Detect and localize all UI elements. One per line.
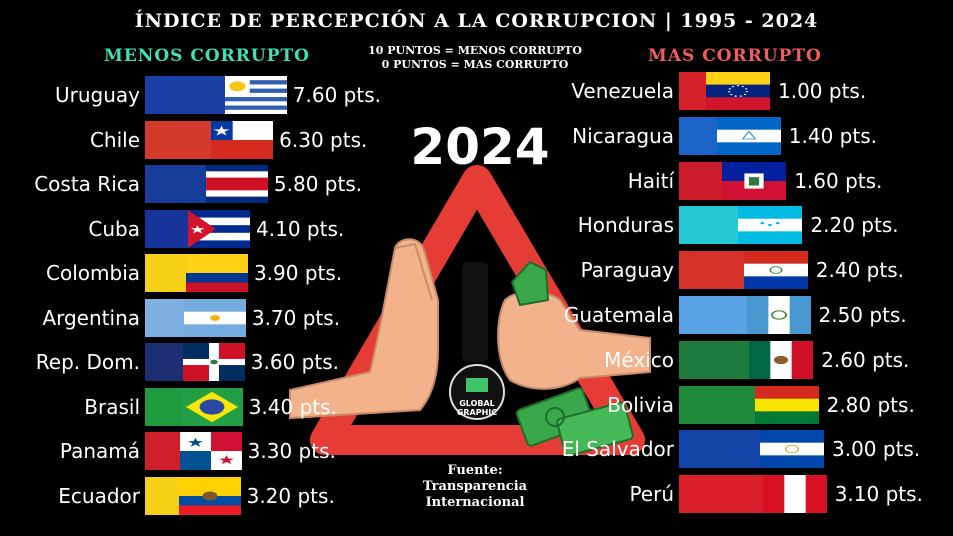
left-value-brasil: 3.40 pts. [248, 394, 337, 419]
left-value-costa-rica: 5.80 pts. [273, 172, 363, 196]
honduras-flag-icon [738, 206, 803, 245]
right-value-per-: 3.10 pts. [834, 482, 923, 507]
right-value-el-salvador: 3.00 pts. [832, 437, 921, 462]
scale-note: 10 PUNTOS = MENOS CORRUPTO 0 PUNTOS = MA… [330, 44, 620, 72]
left-label-cuba: Cuba [88, 216, 140, 241]
left-label-panam-: Panamá [59, 439, 140, 463]
right-value-honduras: 2.20 pts. [810, 213, 899, 238]
right-label-hait-: Haití [627, 168, 674, 193]
left-label-rep-dom-: Rep. Dom. [35, 350, 140, 374]
right-label-venezuela: Venezuela [571, 79, 674, 103]
right-value-nicaragua: 1.40 pts. [788, 123, 877, 148]
right-label-el-salvador: El Salvador [561, 437, 674, 462]
right-value-guatemala: 2.50 pts. [818, 303, 907, 327]
left-bar-costa-rica [145, 165, 206, 203]
bolivia-flag-icon [754, 385, 819, 424]
year-label: 2024 [410, 118, 550, 176]
right-label-paraguay: Paraguay [580, 258, 674, 283]
source-line1: Fuente: [447, 463, 503, 478]
left-bar-chile [145, 120, 212, 159]
right-bar-venezuela [679, 72, 706, 110]
left-label-chile: Chile [89, 127, 140, 152]
left-label-brasil: Brasil [84, 394, 140, 419]
right-label-guatemala: Guatemala [563, 303, 674, 327]
left-bar-cuba [145, 209, 189, 248]
scale-note-line2: 0 PUNTOS = MAS CORRUPTO [381, 58, 569, 71]
exclamation-icon [462, 262, 488, 362]
uruguay-flag-icon [224, 76, 287, 114]
left-bar-brasil [145, 387, 181, 426]
left-value-cuba: 4.10 pts. [256, 216, 345, 241]
left-bar-uruguay [145, 76, 225, 114]
left-bar-argentina [145, 298, 184, 337]
costa-rica-flag-icon [205, 165, 268, 203]
el-salvador-flag-icon [760, 430, 824, 469]
mexico-flag-icon [749, 340, 814, 379]
left-value-uruguay: 7.60 pts. [292, 83, 381, 107]
right-bar-el-salvador [679, 430, 760, 469]
source-line2: Transparencia [422, 479, 528, 494]
brazil-flag-icon [180, 387, 243, 426]
right-label-bolivia: Bolivia [607, 392, 674, 417]
paraguay-flag-icon [743, 251, 808, 290]
right-label-m-xico: México [604, 347, 674, 372]
source-note: Fuente: Transparencia Internacional [380, 463, 570, 511]
logo-text-1: GLOBAL [459, 399, 495, 408]
haiti-flag-icon [722, 161, 787, 200]
right-bar-paraguay [679, 251, 744, 290]
right-bar-honduras [679, 206, 739, 245]
dominican-republic-flag-icon [182, 343, 245, 381]
ecuador-flag-icon [178, 476, 241, 515]
left-header: MENOS CORRUPTO [104, 46, 310, 66]
left-label-uruguay: Uruguay [55, 83, 140, 107]
left-label-costa-rica: Costa Rica [34, 172, 140, 196]
peru-flag-icon [762, 475, 827, 514]
right-label-honduras: Honduras [577, 213, 674, 238]
left-bar-ecuador [145, 476, 179, 515]
right-value-hait-: 1.60 pts. [794, 168, 883, 193]
venezuela-flag-icon [706, 72, 770, 110]
guatemala-flag-icon [746, 296, 811, 334]
colombia-flag-icon [185, 254, 248, 292]
left-value-argentina: 3.70 pts. [251, 305, 341, 330]
stop-hand-icon [289, 238, 439, 420]
source-line3: Internacional [425, 495, 525, 510]
cuba-flag-icon [188, 209, 251, 248]
logo-text-2: GRAPHIC [457, 408, 497, 417]
right-value-bolivia: 2.80 pts. [826, 392, 915, 417]
right-bar-guatemala [679, 296, 747, 334]
left-bar-panam- [145, 432, 180, 470]
argentina-flag-icon [183, 298, 246, 337]
panama-flag-icon [179, 432, 242, 470]
fist-money-icon [497, 260, 651, 457]
left-value-chile: 6.30 pts. [279, 127, 368, 152]
left-label-colombia: Colombia [46, 261, 140, 285]
left-bar-rep-dom- [145, 343, 183, 381]
left-label-argentina: Argentina [42, 305, 140, 330]
nicaragua-flag-icon [716, 116, 781, 155]
left-value-colombia: 3.90 pts. [253, 261, 343, 285]
right-label-per-: Perú [629, 482, 674, 507]
scale-note-line1: 10 PUNTOS = MENOS CORRUPTO [368, 44, 582, 57]
right-bar-per- [679, 475, 763, 514]
left-value-rep-dom-: 3.60 pts. [250, 350, 339, 374]
right-bar-bolivia [679, 385, 755, 424]
right-value-venezuela: 1.00 pts. [778, 79, 867, 103]
left-label-ecuador: Ecuador [58, 483, 140, 508]
right-bar-m-xico [679, 340, 750, 379]
right-value-m-xico: 2.60 pts. [821, 347, 910, 372]
left-value-panam-: 3.30 pts. [247, 439, 336, 463]
right-bar-hait- [679, 161, 723, 200]
chile-flag-icon [211, 120, 274, 159]
right-bar-nicaragua [679, 116, 717, 155]
left-bar-colombia [145, 254, 186, 292]
right-header: MAS CORRUPTO [648, 46, 822, 66]
left-value-ecuador: 3.20 pts. [246, 483, 335, 508]
right-label-nicaragua: Nicaragua [572, 123, 674, 148]
right-value-paraguay: 2.40 pts. [815, 258, 904, 283]
chart-title: ÍNDICE DE PERCEPCIÓN A LA CORRUPCION | 1… [134, 10, 819, 32]
